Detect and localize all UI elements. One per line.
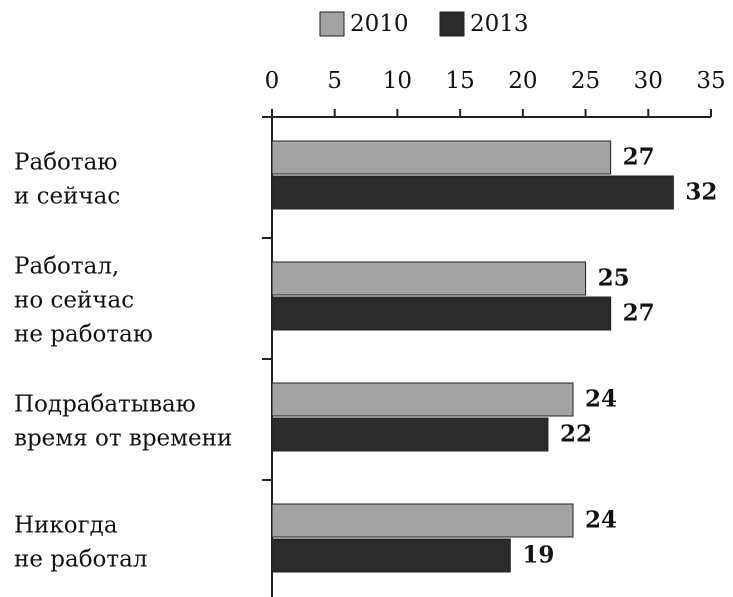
- category-label: и сейчас: [14, 184, 120, 210]
- category-label: Подрабатываю: [14, 392, 196, 418]
- x-tick-label: 5: [327, 68, 342, 94]
- bar: [271, 382, 574, 417]
- value-label: 27: [623, 144, 655, 171]
- bar: [271, 261, 587, 296]
- x-tick-label: 10: [383, 68, 412, 94]
- category-label: Никогда: [14, 513, 118, 539]
- bar: [271, 175, 674, 210]
- value-label: 19: [522, 542, 554, 569]
- category-label: время от времени: [14, 426, 232, 452]
- category-label: не работаю: [14, 322, 153, 348]
- legend-label: 2010: [350, 11, 409, 37]
- x-tick-label: 35: [696, 68, 725, 94]
- bar: [271, 503, 574, 538]
- x-tick-label: 0: [265, 68, 280, 94]
- value-label: 32: [685, 179, 717, 206]
- legend-swatch: [319, 11, 345, 37]
- value-label: 27: [623, 300, 655, 327]
- legend-swatch: [439, 11, 465, 37]
- x-tick-label: 15: [446, 68, 475, 94]
- bar: [271, 140, 612, 175]
- value-label: 22: [560, 421, 592, 448]
- legend-label: 2013: [470, 11, 529, 37]
- value-label: 24: [585, 507, 617, 534]
- x-tick-label: 25: [571, 68, 600, 94]
- category-label: не работал: [14, 547, 147, 573]
- category-label: но сейчас: [14, 288, 134, 314]
- bar: [271, 296, 612, 331]
- category-label: Работаю: [14, 150, 117, 176]
- value-label: 25: [598, 265, 630, 292]
- x-tick-label: 20: [508, 68, 537, 94]
- x-tick-label: 30: [634, 68, 663, 94]
- bar: [271, 417, 549, 452]
- category-label: Работал,: [14, 254, 119, 280]
- value-label: 24: [585, 386, 617, 413]
- bar: [271, 538, 511, 573]
